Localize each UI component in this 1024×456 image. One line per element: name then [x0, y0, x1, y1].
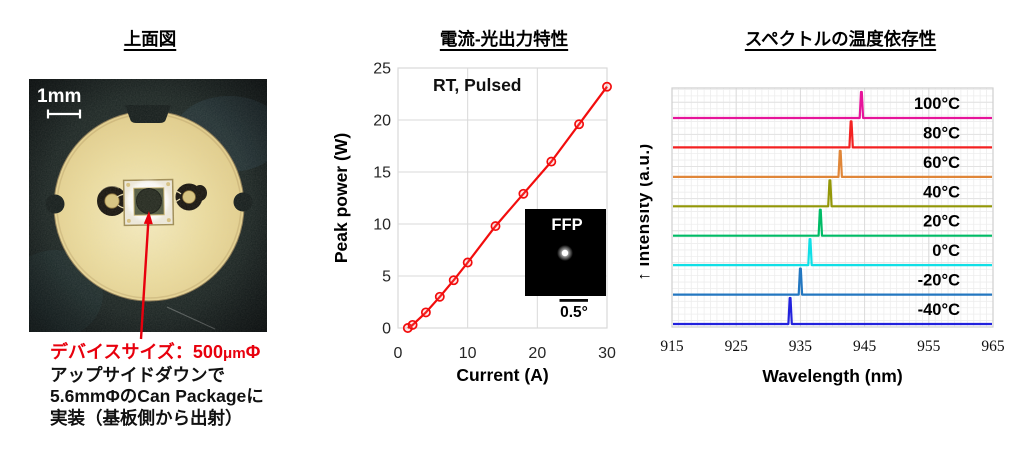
temperature-label: 0°C: [932, 242, 960, 260]
top-view-title: 上面図: [30, 26, 270, 51]
y-tick-label: 10: [373, 217, 391, 234]
x-tick-label: 10: [459, 345, 477, 362]
data-series-line: [407, 86, 608, 329]
device-caption: デバイスサイズ：500μmΦ アップサイドダウンで 5.6mmΦのCan Pac…: [50, 342, 264, 429]
scale-label: 1mm: [37, 86, 81, 107]
spectrum-trace: [673, 149, 992, 178]
x-axis-label: Wavelength (nm): [762, 366, 902, 386]
scale-bar: [46, 109, 82, 119]
y-tick-label: 15: [373, 165, 391, 182]
spectra-chart: 915 925 935 945 955 965 100°C 80°C 60°C 40°C 20°C 0…: [640, 87, 1005, 386]
ffp-inset-label: FFP: [551, 216, 582, 234]
spectrum-trace: [673, 238, 992, 267]
top-view-title-text: 上面図: [123, 29, 177, 49]
data-point-marker: [518, 188, 529, 199]
y-tick-label: 25: [373, 61, 391, 78]
photo-vignette: [29, 79, 267, 332]
spectrum-trace: [673, 90, 992, 120]
temperature-label: 80°C: [923, 124, 960, 142]
spectra-title-text: スペクトルの温度依存性: [744, 29, 937, 49]
spectrum-trace: [673, 120, 992, 149]
caption-device-size-prefix: デバイスサイズ：500: [50, 342, 223, 362]
data-point-marker: [462, 257, 473, 268]
x-tick-label: 925: [725, 338, 749, 355]
spectrum-trace: [673, 208, 992, 237]
ffp-spot: [561, 249, 569, 257]
temperature-label: -20°C: [918, 272, 960, 290]
data-point-marker: [602, 81, 612, 92]
x-tick-label: 30: [598, 345, 616, 362]
ffp-scale-bar: [559, 299, 588, 302]
li-curve-title: 電流-光出力特性: [378, 26, 630, 51]
data-point-marker: [574, 119, 585, 130]
spectra-title: スペクトルの温度依存性: [700, 26, 981, 51]
x-tick-label: 945: [853, 338, 877, 355]
spectrum-trace: [673, 267, 992, 296]
caption-line-1: アップサイドダウンで: [50, 364, 225, 385]
y-tick-label: 5: [382, 269, 391, 286]
x-tick-label: 955: [917, 338, 941, 355]
x-axis-label: Current (A): [456, 365, 548, 385]
temperature-label: 60°C: [923, 154, 960, 172]
y-tick-label: 0: [382, 321, 391, 338]
li-curve-chart: 0 5 10 15 20 25 0 10 20 30 Peak power (W) Current (…: [331, 61, 616, 386]
x-tick-label: 965: [981, 338, 1005, 355]
caption-device-size-mu: μm: [222, 345, 246, 362]
temperature-label: -40°C: [918, 301, 960, 319]
li-curve-title-text: 電流-光出力特性: [439, 29, 569, 49]
caption-device-size: デバイスサイズ：500μmΦ: [50, 342, 264, 365]
x-tick-label: 20: [528, 345, 546, 362]
spectrum-trace: [673, 179, 992, 208]
temperature-label: 20°C: [923, 213, 960, 231]
device-photo-svg: 1mm: [7, 79, 284, 338]
caption-device-size-phi: Φ: [245, 342, 261, 362]
x-tick-label: 915: [660, 338, 684, 355]
data-point-marker: [434, 291, 445, 302]
caption-line-2: 5.6mmΦのCan Packageに: [50, 386, 264, 406]
x-tick-label: 935: [789, 338, 813, 355]
data-point-marker: [448, 275, 459, 286]
y-axis-label: ↑ Intensity (a.u.): [640, 143, 653, 280]
y-tick-label: 20: [373, 113, 391, 130]
condition-annotation: RT, Pulsed: [433, 75, 522, 95]
caption-line-3: 実装（基板側から出射）: [50, 407, 243, 428]
device-photo: 1mm: [7, 79, 284, 338]
y-axis-label: Peak power (W): [331, 133, 351, 263]
temperature-label: 40°C: [923, 183, 960, 201]
data-point-marker: [490, 221, 501, 232]
data-point-marker: [546, 156, 557, 167]
plot-border: [397, 67, 608, 329]
x-tick-label: 0: [394, 345, 403, 362]
spectrum-trace: [673, 296, 992, 326]
temperature-label: 100°C: [914, 95, 960, 113]
data-point-marker: [420, 307, 431, 318]
ffp-scale-label: 0.5°: [560, 304, 588, 321]
data-point-marker: [407, 319, 418, 330]
plot-border: [671, 87, 994, 328]
